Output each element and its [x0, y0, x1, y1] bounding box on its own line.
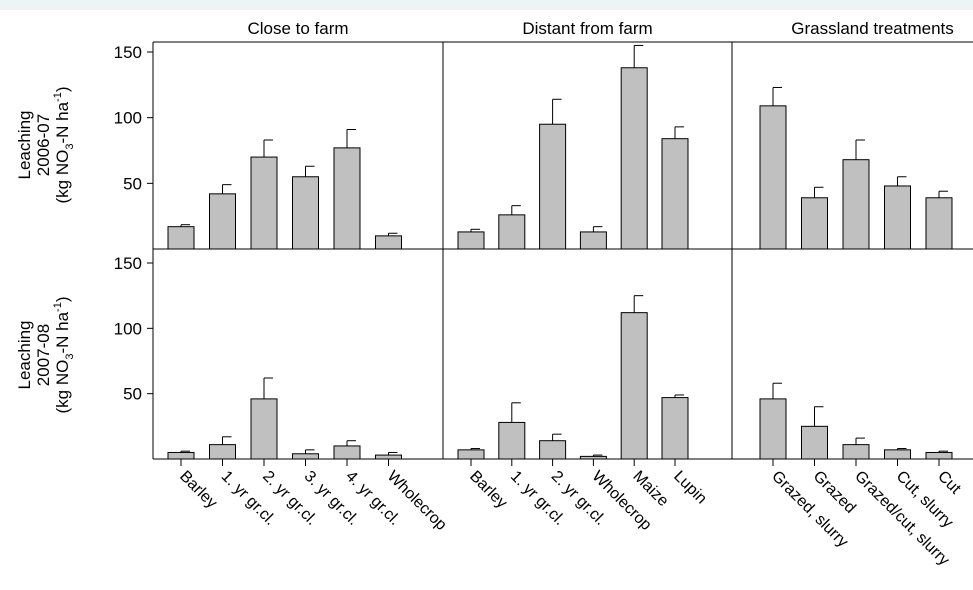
bar-p3-r2-2: [801, 425, 828, 460]
bar-p3-r2-5: [925, 451, 953, 460]
panel-title-2: Distant from farm: [522, 19, 652, 38]
bar-p1-r2-4: [292, 453, 319, 460]
y-tick-label-r1-50: 50: [123, 174, 142, 193]
unit-post: ): [53, 87, 72, 93]
bar-p1-r2-2: [209, 444, 236, 460]
bar-p3-r1-3: [842, 159, 870, 250]
y-tick-label-r2-150: 150: [114, 254, 142, 273]
bar-p2-r1-1: [457, 231, 485, 250]
top-strip: [0, 0, 973, 10]
row-label-line1: Leaching: [15, 110, 34, 179]
y-tick-label-r2-100: 100: [114, 319, 142, 338]
bar-p2-r1-2: [498, 214, 526, 250]
bar-p3-r2-3: [842, 444, 870, 460]
unit-pre: (kg NO: [53, 150, 72, 204]
bar-p2-r1-4: [579, 231, 607, 250]
bar-p1-r1-1: [167, 226, 195, 250]
row-label-line2: 2007-08: [34, 324, 53, 386]
category-label-p2-1: Barley: [466, 468, 510, 512]
unit-sub: 3: [64, 144, 76, 150]
row-label-line3: (kg NO3-N ha-1): [52, 87, 76, 204]
bar-p3-r1-2: [801, 197, 828, 250]
bar-p1-r2-3: [250, 398, 278, 460]
bar-p3-r2-4: [884, 449, 911, 460]
y-tick-label-r2-50: 50: [123, 385, 142, 404]
unit-pre: (kg NO: [53, 360, 72, 414]
bar-p2-r2-1: [457, 449, 485, 460]
bar-p2-r2-6: [661, 397, 689, 460]
unit-sup: -1: [52, 92, 64, 102]
category-label-p3-1: Grazed, slurry: [768, 468, 851, 551]
bar-p1-r2-6: [375, 454, 402, 460]
bar-p3-r1-5: [925, 197, 953, 250]
bar-p2-r2-2: [498, 421, 526, 460]
row-label-line3: (kg NO3-N ha-1): [52, 297, 76, 414]
unit-sup: -1: [52, 302, 64, 312]
category-label-p2-6: Lupin: [670, 468, 710, 508]
bar-p2-r1-5: [620, 67, 648, 250]
unit-mid: -N ha: [53, 311, 72, 353]
bar-p1-r2-5: [333, 445, 361, 460]
bar-p1-r1-6: [375, 235, 402, 250]
bar-p3-r1-1: [759, 105, 787, 250]
row-label-2: Leaching 2007-08(kg NO3-N ha-1): [15, 297, 76, 414]
panel-title-1: Close to farm: [247, 19, 348, 38]
category-label-p1-1: Barley: [176, 468, 220, 512]
bar-p1-r1-2: [209, 193, 236, 250]
unit-post: ): [53, 297, 72, 303]
bar-p1-r1-5: [333, 147, 361, 250]
bar-p1-r1-4: [292, 176, 319, 250]
bar-p1-r2-1: [167, 451, 195, 460]
bar-p3-r1-4: [884, 185, 911, 250]
bar-p1-r1-3: [250, 156, 278, 250]
unit-sub: 3: [64, 354, 76, 360]
bar-p2-r1-6: [661, 138, 689, 250]
unit-mid: -N ha: [53, 101, 72, 143]
row-label-line1: Leaching: [15, 320, 34, 389]
panel-title-3: Grassland treatments: [791, 19, 954, 38]
bar-p2-r2-4: [579, 455, 607, 460]
category-label-p3-5: Cut: [934, 468, 964, 498]
bar-p2-r1-3: [539, 123, 567, 250]
bar-p2-r2-3: [539, 440, 567, 460]
bar-p3-r2-1: [759, 398, 787, 460]
row-label-line2: 2006-07: [34, 114, 53, 176]
row-label-1: Leaching 2006-07(kg NO3-N ha-1): [15, 87, 76, 204]
bar-p2-r2-5: [620, 312, 648, 460]
y-tick-label-r1-150: 150: [114, 43, 142, 62]
y-tick-label-r1-100: 100: [114, 109, 142, 128]
